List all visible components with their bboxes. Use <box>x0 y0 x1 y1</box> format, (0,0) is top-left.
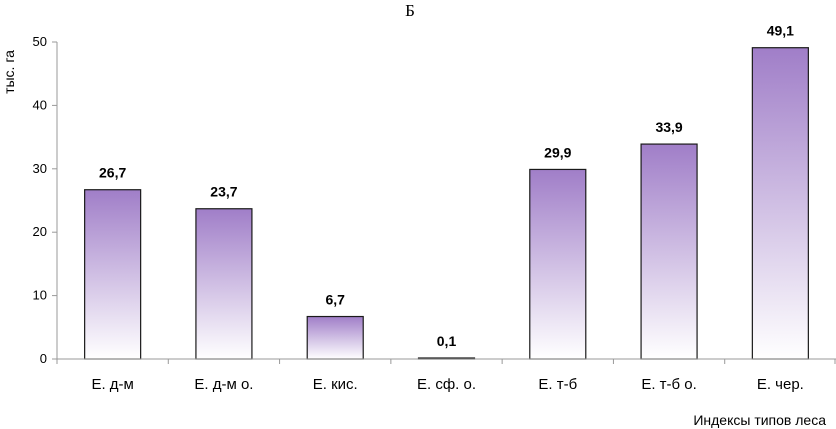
x-tick-label: Е. т-б о. <box>641 376 696 393</box>
y-tick-label: 10 <box>33 288 47 303</box>
data-label: 49,1 <box>767 23 794 39</box>
x-axis-label: Индексы типов леса <box>693 412 826 428</box>
bar <box>529 168 587 360</box>
data-label: 26,7 <box>99 165 126 181</box>
bar <box>640 143 698 360</box>
y-tick-label: 0 <box>40 351 47 366</box>
y-tick-label: 30 <box>33 161 47 176</box>
y-tick-label: 40 <box>33 97 47 112</box>
bars: 26,7 23,7 6,7 0,1 29,9 33,9 49,1 <box>84 23 809 360</box>
data-label: 0,1 <box>437 333 457 349</box>
x-tick-label: Е. чер. <box>757 376 804 393</box>
y-axis: 0 10 20 30 40 50 <box>33 34 58 366</box>
x-tick-label: Е. сф. о. <box>417 376 476 393</box>
bar <box>84 189 142 360</box>
bar <box>195 208 253 360</box>
y-tick-label: 50 <box>33 34 47 49</box>
x-tick-label: Е. т-б <box>538 376 577 393</box>
data-label: 29,9 <box>544 144 571 160</box>
bar <box>751 47 809 360</box>
y-axis-label: тыс. га <box>1 50 17 94</box>
bar <box>306 315 364 360</box>
x-tick-label: Е. д-м <box>91 376 133 393</box>
y-tick-label: 20 <box>33 224 47 239</box>
x-axis: Е. д-м Е. д-м о. Е. кис. Е. сф. о. Е. т-б Е. … <box>56 358 836 393</box>
chart-title: Б <box>405 1 415 20</box>
x-tick-label: Е. кис. <box>313 376 358 393</box>
data-label: 33,9 <box>655 119 682 135</box>
data-label: 23,7 <box>210 184 237 200</box>
data-label: 6,7 <box>325 292 345 308</box>
x-tick-label: Е. д-м о. <box>194 376 253 393</box>
